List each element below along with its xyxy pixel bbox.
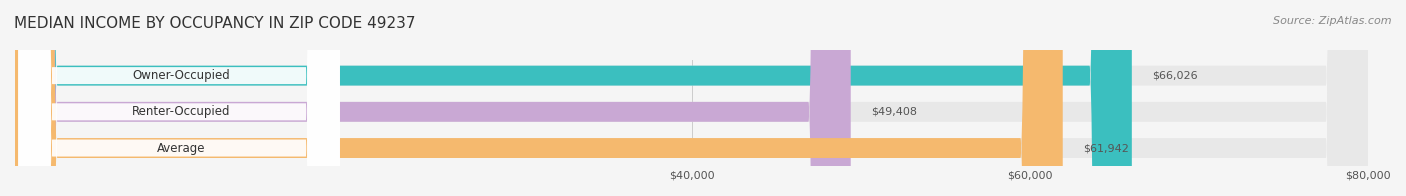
- Text: $66,026: $66,026: [1152, 71, 1198, 81]
- FancyBboxPatch shape: [18, 0, 340, 196]
- Text: Source: ZipAtlas.com: Source: ZipAtlas.com: [1274, 16, 1392, 26]
- Text: Renter-Occupied: Renter-Occupied: [132, 105, 231, 118]
- FancyBboxPatch shape: [15, 0, 851, 196]
- Text: MEDIAN INCOME BY OCCUPANCY IN ZIP CODE 49237: MEDIAN INCOME BY OCCUPANCY IN ZIP CODE 4…: [14, 16, 416, 31]
- FancyBboxPatch shape: [15, 0, 1132, 196]
- Text: $61,942: $61,942: [1083, 143, 1129, 153]
- Text: Owner-Occupied: Owner-Occupied: [132, 69, 229, 82]
- Text: $49,408: $49,408: [872, 107, 917, 117]
- FancyBboxPatch shape: [15, 0, 1063, 196]
- FancyBboxPatch shape: [18, 0, 340, 196]
- FancyBboxPatch shape: [15, 0, 1368, 196]
- FancyBboxPatch shape: [15, 0, 1368, 196]
- FancyBboxPatch shape: [18, 0, 340, 196]
- FancyBboxPatch shape: [15, 0, 1368, 196]
- Text: Average: Average: [156, 142, 205, 154]
